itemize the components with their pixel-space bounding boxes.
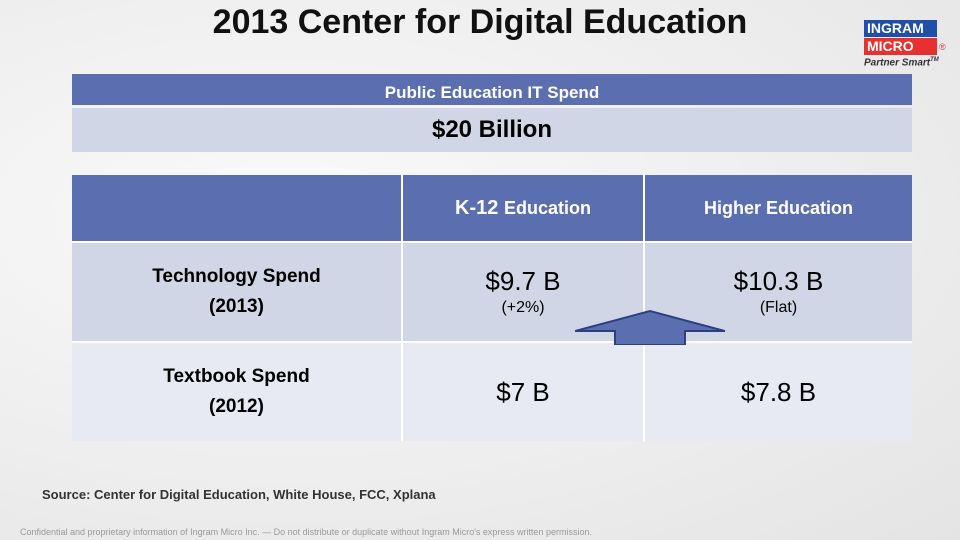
header-k12-b: Education: [503, 197, 591, 218]
row-label-cell: Textbook Spend (2012): [72, 341, 401, 441]
k12-value: $7 B: [496, 377, 550, 407]
row-label-line1: Technology Spend: [152, 266, 321, 287]
higher-value: $7.8 B: [740, 377, 817, 407]
higher-value-cell: $10.3 B (Flat): [645, 241, 912, 341]
header-higher-text: Higher Education: [703, 197, 853, 218]
header-empty-cell: [72, 175, 401, 241]
row-label-cell: Technology Spend (2013): [72, 241, 401, 341]
row-label-line2: (2013): [209, 296, 264, 317]
higher-value-cell: $7.8 B: [645, 341, 912, 441]
logo-registered: ®: [939, 41, 946, 52]
higher-note: (Flat): [759, 299, 798, 316]
header-k12-a: K-12: [455, 196, 499, 219]
table-row: Textbook Spend (2012) $7 B $7.8 B: [72, 341, 912, 441]
table-row: Technology Spend (2013) $9.7 B (+2%) $10…: [72, 241, 912, 341]
header-k12-text: K-12 Education: [455, 197, 591, 220]
spend-header: Public Education IT Spend: [72, 74, 912, 105]
row-label-line2: (2012): [209, 396, 264, 417]
spend-value: $20 Billion: [72, 108, 912, 152]
k12-value-cell: $9.7 B (+2%): [401, 241, 645, 341]
header-k12: K-12 Education: [401, 175, 645, 241]
up-arrow-icon: [575, 309, 725, 345]
row-label-line1: Textbook Spend: [163, 366, 310, 387]
higher-value: $10.3 B: [733, 266, 824, 296]
k12-note: (+2%): [501, 299, 545, 316]
k12-value: $9.7 B: [485, 266, 561, 296]
logo-ingram: INGRAM: [864, 20, 937, 37]
source-note: Source: Center for Digital Education, Wh…: [42, 487, 436, 502]
confidential-footer: Confidential and proprietary information…: [20, 527, 592, 537]
logo-micro: MICRO: [864, 38, 937, 55]
ingram-micro-logo: INGRAM MICRO ® Partner SmartTM: [864, 20, 954, 75]
k12-value-cell: $7 B: [401, 341, 645, 441]
header-higher: Higher Education: [645, 175, 912, 241]
table-header-row: K-12 Education Higher Education: [72, 175, 912, 241]
logo-tm: TM: [930, 57, 939, 63]
logo-micro-row: MICRO ®: [864, 38, 954, 55]
page-title: 2013 Center for Digital Education: [212, 3, 748, 41]
logo-tagline: Partner Smart: [864, 57, 931, 69]
spend-table: K-12 Education Higher Education Technolo…: [72, 175, 912, 441]
logo-tagline-row: Partner SmartTM: [864, 57, 954, 68]
